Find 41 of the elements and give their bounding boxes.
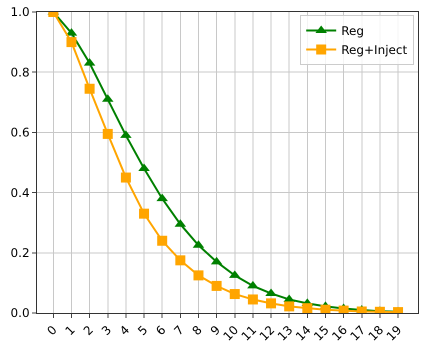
y-tick-label: 1.0	[10, 5, 30, 20]
point	[84, 84, 95, 94]
x-tick-label: 19	[384, 322, 404, 344]
point	[248, 294, 258, 304]
x-tick-label: 10	[220, 322, 242, 344]
point	[157, 236, 168, 246]
x-tick-label: 7	[171, 322, 187, 338]
x-tick-label: 5	[135, 322, 150, 338]
y-tick-label: 0.4	[10, 186, 30, 200]
x-tick-label: 4	[116, 322, 132, 338]
x-tick-label: 2	[80, 322, 96, 338]
x-tick-label: 11	[238, 322, 260, 344]
point	[284, 301, 294, 312]
y-tick-label: 0.8	[10, 65, 30, 80]
point	[212, 280, 222, 291]
x-tick-label: 15	[311, 322, 332, 344]
point	[320, 304, 330, 313]
point	[175, 255, 186, 266]
x-tick-label: 16	[329, 322, 350, 344]
y-tick-label: 0.2	[10, 246, 30, 260]
point	[102, 128, 113, 139]
point	[139, 208, 150, 219]
point	[193, 270, 204, 280]
x-tick-label: 9	[208, 322, 223, 338]
y-tick-label: 0.6	[10, 126, 30, 140]
point	[302, 303, 312, 313]
x-tick-label: 6	[153, 322, 169, 338]
x-tick-label: 3	[98, 322, 114, 338]
legend-label: Reg	[341, 24, 364, 38]
point	[266, 298, 276, 308]
x-tick-label: 18	[366, 322, 386, 344]
x-tick-label: 1	[62, 322, 78, 338]
x-tick-label: 17	[347, 322, 368, 344]
point	[120, 172, 131, 183]
x-tick-label: 8	[190, 322, 205, 338]
legend-label: Reg+Inject	[341, 43, 408, 58]
x-tick-label: 12	[256, 322, 278, 344]
x-tick-label: 0	[44, 322, 60, 338]
point	[66, 37, 76, 48]
y-tick-label: 0.0	[10, 306, 30, 320]
point	[230, 289, 240, 300]
